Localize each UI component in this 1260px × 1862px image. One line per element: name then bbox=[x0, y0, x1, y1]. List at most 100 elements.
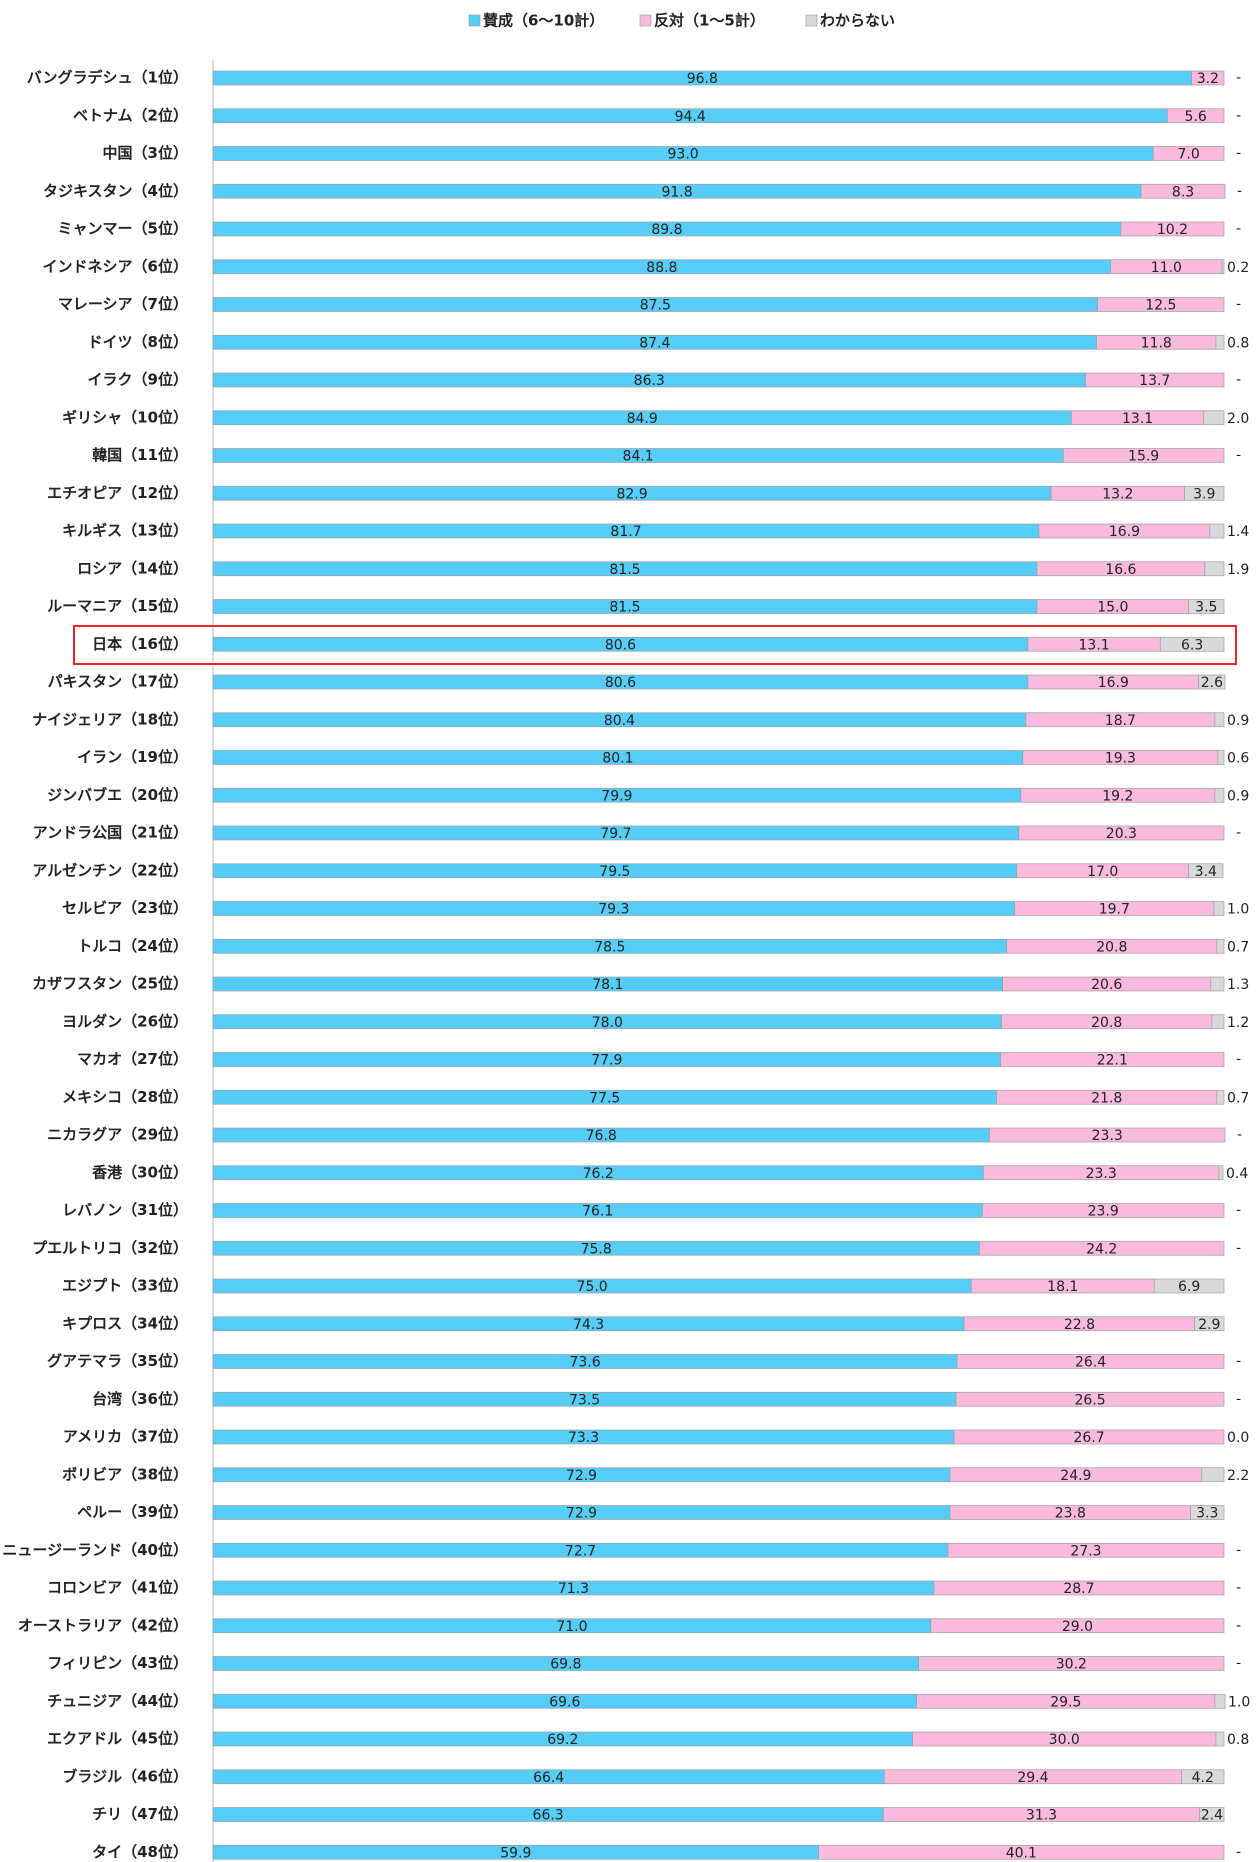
bar-segment bbox=[1140, 183, 1226, 199]
category-label: アメリカ（37位） bbox=[63, 1428, 188, 1446]
value-label: - bbox=[1236, 1354, 1241, 1370]
bar-segment bbox=[933, 1580, 1225, 1596]
value-label: 10.2 bbox=[1157, 222, 1188, 238]
value-label: 6.3 bbox=[1181, 637, 1203, 653]
value-label: 3.9 bbox=[1193, 486, 1215, 502]
bar-segment bbox=[1214, 787, 1225, 803]
value-label: 15.9 bbox=[1128, 449, 1159, 465]
bar-segment bbox=[1198, 674, 1226, 690]
category-label: パキスタン（17位） bbox=[48, 673, 188, 691]
category-label: アルゼンチン（22位） bbox=[32, 861, 188, 879]
value-label: 1.0 bbox=[1228, 1694, 1250, 1710]
value-label: 29.4 bbox=[1017, 1770, 1048, 1786]
value-label: 75.8 bbox=[581, 1241, 612, 1257]
value-label: 29.0 bbox=[1062, 1619, 1093, 1635]
bar-segment bbox=[978, 1240, 1225, 1256]
category-label: ベトナム（2位） bbox=[73, 106, 188, 124]
value-label: - bbox=[1237, 183, 1242, 199]
bar-segment bbox=[947, 1542, 1225, 1558]
value-label: 88.8 bbox=[646, 260, 677, 276]
category-label: 中国（3位） bbox=[103, 144, 188, 162]
category-label: イラン（19位） bbox=[77, 748, 188, 766]
value-label: 81.7 bbox=[610, 524, 641, 540]
category-label: ヨルダン（26位） bbox=[62, 1012, 188, 1030]
value-label: 26.7 bbox=[1073, 1430, 1104, 1446]
category-label: ブラジル（46位） bbox=[62, 1767, 188, 1785]
value-label: 76.2 bbox=[583, 1166, 614, 1182]
value-label: - bbox=[1236, 297, 1241, 313]
category-label: マレーシア（7位） bbox=[58, 295, 188, 313]
value-label: - bbox=[1236, 1542, 1241, 1558]
category-label: 香港（30位） bbox=[92, 1163, 188, 1181]
category-label: フィリピン（43位） bbox=[47, 1654, 188, 1672]
bar-segment bbox=[1201, 1467, 1225, 1483]
value-label: 19.3 bbox=[1105, 751, 1136, 767]
category-label: カザフスタン（25位） bbox=[32, 975, 188, 993]
bar-segment bbox=[1191, 70, 1225, 86]
value-label: 30.0 bbox=[1049, 1732, 1080, 1748]
value-label: 77.5 bbox=[589, 1090, 620, 1106]
bar-segment bbox=[955, 1391, 1225, 1407]
value-label: 20.8 bbox=[1096, 939, 1127, 955]
value-label: 79.5 bbox=[599, 864, 630, 880]
bar-segment bbox=[989, 1127, 1226, 1143]
category-label: エチオピア（12位） bbox=[47, 484, 188, 502]
value-label: 23.3 bbox=[1092, 1128, 1123, 1144]
value-label: 80.1 bbox=[602, 751, 633, 767]
value-label: 2.0 bbox=[1227, 411, 1249, 427]
bar-segment bbox=[1216, 1089, 1225, 1105]
value-label: 66.4 bbox=[533, 1770, 564, 1786]
value-label: 21.8 bbox=[1091, 1090, 1122, 1106]
value-label: 7.0 bbox=[1177, 147, 1199, 163]
value-label: 0.4 bbox=[1226, 1166, 1248, 1182]
category-label: ジンバブエ（20位） bbox=[47, 786, 188, 804]
category-label: アンドラ公国（21位） bbox=[33, 824, 188, 842]
legend-swatch bbox=[468, 14, 481, 27]
category-label: ギリシャ（10位） bbox=[62, 408, 188, 426]
bar-segment bbox=[1184, 485, 1225, 501]
value-label: 19.7 bbox=[1099, 902, 1130, 918]
value-label: 24.9 bbox=[1060, 1468, 1091, 1484]
value-label: 71.0 bbox=[556, 1619, 587, 1635]
bar-segment bbox=[953, 1429, 1225, 1445]
value-label: 20.3 bbox=[1106, 826, 1137, 842]
value-label: 69.2 bbox=[547, 1732, 578, 1748]
value-label: 82.9 bbox=[616, 486, 647, 502]
value-label: 1.2 bbox=[1227, 1015, 1249, 1031]
value-label: - bbox=[1236, 221, 1241, 237]
bar-segment bbox=[1204, 561, 1225, 577]
value-label: 76.1 bbox=[582, 1204, 613, 1220]
category-label: ペルー（39位） bbox=[77, 1503, 188, 1521]
value-label: 3.2 bbox=[1197, 71, 1219, 87]
category-label: 韓国（11位） bbox=[92, 446, 188, 464]
bar-segment bbox=[1217, 750, 1225, 765]
value-label: 93.0 bbox=[668, 147, 699, 163]
value-label: - bbox=[1236, 70, 1241, 86]
value-label: 26.5 bbox=[1074, 1392, 1105, 1408]
value-label: 77.9 bbox=[591, 1053, 622, 1069]
category-label: チュニジア（44位） bbox=[47, 1692, 188, 1710]
value-label: - bbox=[1236, 448, 1241, 464]
value-label: 13.1 bbox=[1122, 411, 1153, 427]
bar-segment bbox=[1194, 1316, 1225, 1332]
legend-label: 賛成（6～10計） bbox=[483, 12, 604, 30]
value-label: 23.8 bbox=[1055, 1506, 1086, 1522]
value-label: 0.2 bbox=[1227, 260, 1249, 276]
legend-label: 反対（1～5計） bbox=[654, 12, 765, 30]
value-label: 17.0 bbox=[1087, 864, 1118, 880]
value-label: 73.5 bbox=[569, 1392, 600, 1408]
value-label: 3.3 bbox=[1196, 1506, 1218, 1522]
bar-segment bbox=[1152, 146, 1225, 161]
bar-segment bbox=[1120, 221, 1225, 237]
category-label: ニュージーランド（40位） bbox=[2, 1541, 188, 1559]
category-label: グアテマラ（35位） bbox=[47, 1352, 188, 1370]
value-label: 0.7 bbox=[1227, 939, 1249, 955]
value-label: 0.6 bbox=[1227, 751, 1249, 767]
value-label: 73.6 bbox=[569, 1355, 600, 1371]
value-label: 72.9 bbox=[566, 1468, 597, 1484]
value-label: 31.3 bbox=[1026, 1808, 1057, 1824]
value-label: 0.9 bbox=[1227, 713, 1249, 729]
bar-segment bbox=[1085, 372, 1225, 388]
value-label: 72.9 bbox=[566, 1506, 597, 1522]
